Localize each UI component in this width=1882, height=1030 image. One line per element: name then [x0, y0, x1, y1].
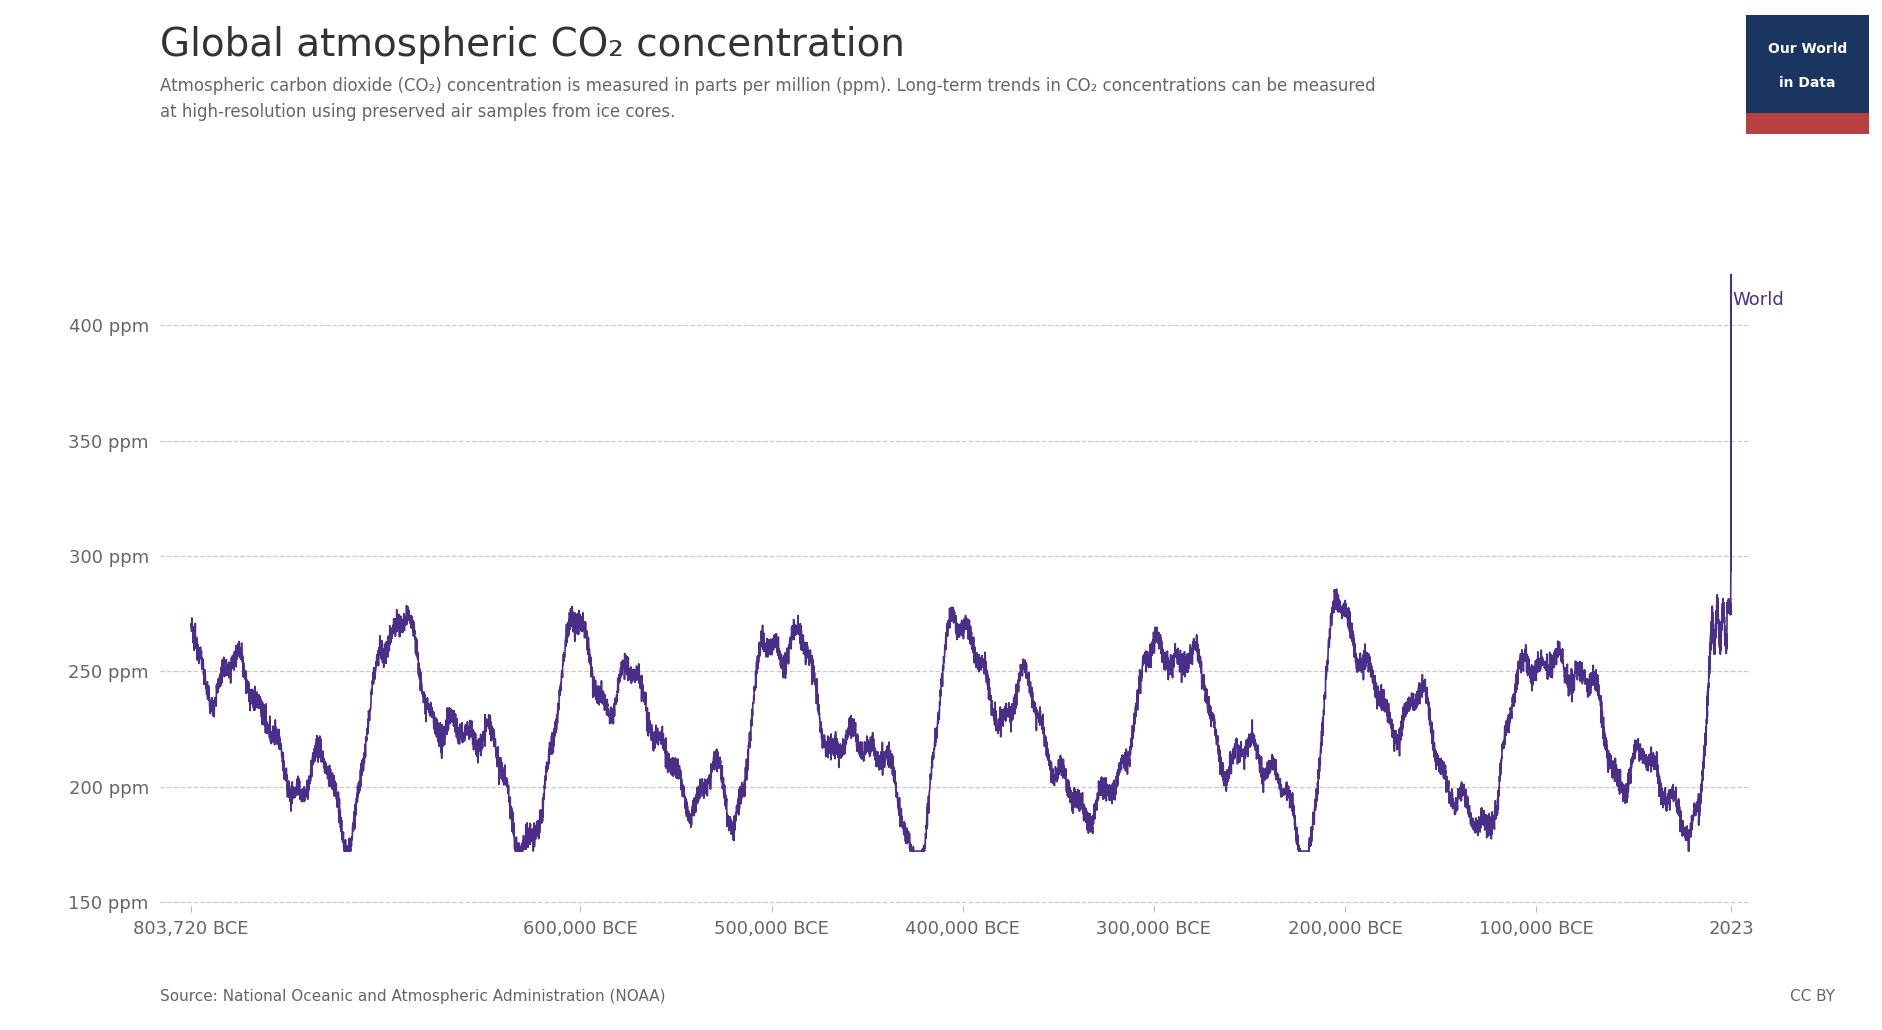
- Text: Atmospheric carbon dioxide (CO₂) concentration is measured in parts per million : Atmospheric carbon dioxide (CO₂) concent…: [160, 77, 1376, 95]
- Text: Source: National Oceanic and Atmospheric Administration (NOAA): Source: National Oceanic and Atmospheric…: [160, 989, 666, 1004]
- Text: in Data: in Data: [1778, 76, 1837, 91]
- Text: CC BY: CC BY: [1790, 989, 1835, 1004]
- Text: World: World: [1731, 290, 1784, 309]
- Text: Our World: Our World: [1767, 42, 1848, 57]
- Text: Global atmospheric CO₂ concentration: Global atmospheric CO₂ concentration: [160, 26, 905, 64]
- Text: at high-resolution using preserved air samples from ice cores.: at high-resolution using preserved air s…: [160, 103, 676, 121]
